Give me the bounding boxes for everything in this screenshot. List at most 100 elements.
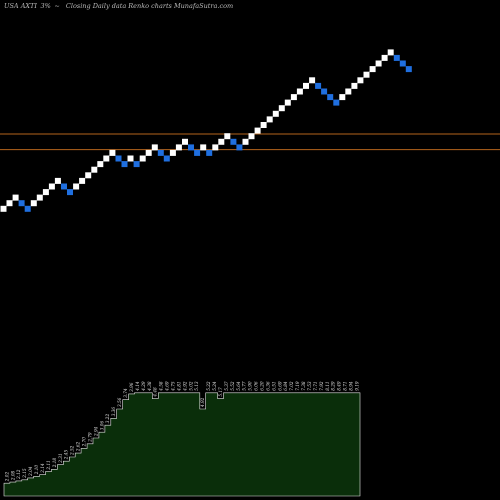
volume-value-label: 2.11 — [46, 460, 51, 470]
volume-value-label: 5.90 — [248, 381, 253, 391]
volume-value-label: 4.29 — [141, 381, 146, 392]
chart-header: USA AXTI 3% ~ Closing Daily data Renko c… — [4, 2, 233, 10]
volume-value-label: 2.52 — [70, 445, 75, 456]
volume-value-label: 5.22 — [206, 381, 211, 391]
renko-brick-down — [115, 155, 122, 162]
renko-brick-down — [206, 149, 213, 156]
renko-brick-down — [315, 82, 322, 89]
volume-value-label: 2.79 — [87, 432, 92, 443]
volume-value-label: 7.02 — [289, 381, 294, 391]
renko-brick-down — [121, 161, 128, 168]
renko-brick-up — [73, 183, 80, 190]
renko-brick-up — [36, 194, 43, 201]
renko-brick-up — [387, 49, 394, 56]
renko-brick-down — [18, 200, 25, 207]
volume-value-label: 6.06 — [254, 381, 259, 391]
renko-brick-up — [175, 144, 182, 151]
volume-value-label: 5.37 — [224, 381, 229, 391]
renko-brick-up — [6, 200, 13, 207]
renko-brick-up — [369, 66, 376, 73]
renko-brick-down — [61, 183, 67, 190]
renko-brick-up — [303, 82, 309, 89]
volume-value-label: 2.70 — [82, 437, 87, 448]
volume-value-label: 3.36 — [111, 407, 116, 417]
renko-brick-down — [194, 149, 201, 156]
renko-brick-up — [260, 122, 267, 128]
renko-brick-down — [230, 138, 237, 145]
volume-value-label: 7.53 — [307, 381, 312, 391]
renko-brick-up — [30, 200, 37, 207]
volume-value-label: 4.38 — [147, 381, 152, 392]
renko-brick-down — [67, 189, 73, 196]
renko-brick-up — [224, 133, 231, 140]
renko-brick-down — [405, 66, 412, 73]
volume-value-label: 3.96 — [129, 382, 134, 392]
volume-value-label: 2.02 — [4, 472, 9, 483]
renko-brick-up — [169, 149, 176, 156]
renko-brick-up — [127, 155, 134, 162]
volume-value-label: 5.13 — [194, 381, 199, 391]
chart-description: Closing Daily data Renko charts MunafaSu… — [66, 2, 233, 10]
header-dash: ~ — [54, 2, 59, 10]
renko-brick-up — [290, 94, 297, 101]
volume-value-label: 4.48 — [153, 387, 158, 398]
volume-value-label: 4.92 — [182, 381, 187, 392]
renko-brick-up — [42, 189, 49, 196]
renko-brick-up — [266, 116, 273, 123]
renko-brick-down — [188, 144, 194, 151]
renko-brick-up — [200, 144, 207, 151]
volume-value-label: 6.36 — [265, 381, 270, 391]
volume-value-label: 7.71 — [313, 381, 318, 390]
volume-value-label: 6.20 — [260, 381, 265, 391]
renko-brick-down — [133, 161, 140, 168]
volume-value-label: 5.24 — [212, 381, 217, 391]
volume-value-label: 4.14 — [135, 381, 140, 392]
renko-brick-up — [339, 94, 346, 101]
volume-value-label: 2.10 — [34, 465, 39, 476]
renko-brick-up — [139, 155, 146, 162]
renko-brick-down — [157, 149, 164, 156]
renko-brick-up — [278, 105, 285, 112]
volume-value-label: 4.81 — [176, 381, 181, 391]
renko-brick-up — [272, 110, 279, 117]
volume-value-label: 7.38 — [301, 381, 306, 391]
renko-brick-up — [357, 77, 364, 84]
volume-value-label: 2.08 — [10, 470, 15, 481]
renko-brick-up — [182, 138, 188, 145]
renko-brick-down — [333, 99, 340, 106]
volume-value-label: 6.51 — [271, 381, 276, 390]
volume-value-label: 4.58 — [159, 381, 164, 392]
volume-value-label: 7.19 — [295, 381, 300, 391]
volume-value-label: 2.31 — [58, 453, 63, 463]
volume-area — [3, 392, 361, 497]
renko-brick-up — [381, 54, 388, 61]
renko-brick-up — [351, 82, 358, 89]
volume-value-label: 2.62 — [76, 441, 81, 452]
renko-brick-up — [97, 161, 104, 168]
renko-brick-up — [151, 144, 158, 151]
renko-brick-up — [12, 194, 19, 201]
renko-brick-up — [363, 71, 370, 78]
renko-brick-up — [248, 133, 255, 140]
renko-brick-down — [393, 54, 400, 61]
renko-brick-up — [0, 205, 7, 212]
volume-value-label: 8.11 — [325, 381, 330, 390]
renko-brick-up — [345, 88, 352, 95]
renko-brick-down — [24, 205, 31, 212]
volume-value-label: 3.22 — [105, 414, 110, 424]
volume-value-label: 2.04 — [28, 466, 33, 477]
volume-value-label: 8.49 — [337, 381, 342, 391]
renko-brick-down — [327, 94, 334, 101]
volume-panel: 2.02 2.08 2.12 2.15 2.04 2.10 2.14 2.11 2.18 2.31… — [3, 381, 361, 497]
renko-brick-down — [321, 88, 328, 95]
renko-brick-up — [79, 177, 86, 184]
renko-brick-up — [296, 88, 303, 95]
renko-brick-up — [309, 77, 316, 84]
volume-value-label: 2.18 — [52, 458, 57, 469]
volume-value-label: 7.92 — [319, 381, 324, 391]
renko-brick-up — [145, 149, 152, 156]
renko-brick-down — [236, 144, 243, 151]
volume-value-label: 2.14 — [40, 463, 45, 474]
volume-value-label: 3.56 — [117, 397, 122, 407]
renko-brick-up — [375, 60, 382, 67]
